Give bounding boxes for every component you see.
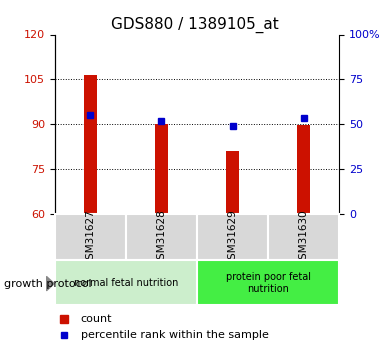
- Text: GDS880 / 1389105_at: GDS880 / 1389105_at: [111, 17, 279, 33]
- Text: GSM31629: GSM31629: [227, 209, 238, 266]
- Text: GSM31627: GSM31627: [85, 209, 95, 266]
- Text: percentile rank within the sample: percentile rank within the sample: [81, 331, 269, 340]
- Bar: [155, 124, 168, 214]
- Text: protein poor fetal
nutrition: protein poor fetal nutrition: [226, 272, 310, 294]
- Bar: [226, 151, 239, 214]
- Bar: [268, 214, 339, 260]
- Text: GSM31630: GSM31630: [299, 209, 309, 266]
- Polygon shape: [46, 276, 54, 291]
- Bar: [84, 75, 97, 214]
- Text: count: count: [81, 314, 112, 324]
- Bar: [197, 260, 339, 305]
- Bar: [55, 260, 197, 305]
- Text: growth protocol: growth protocol: [4, 279, 92, 288]
- Bar: [297, 125, 310, 214]
- Bar: [55, 214, 126, 260]
- Text: normal fetal nutrition: normal fetal nutrition: [74, 278, 178, 288]
- Bar: [197, 214, 268, 260]
- Bar: [126, 214, 197, 260]
- Text: GSM31628: GSM31628: [156, 209, 167, 266]
